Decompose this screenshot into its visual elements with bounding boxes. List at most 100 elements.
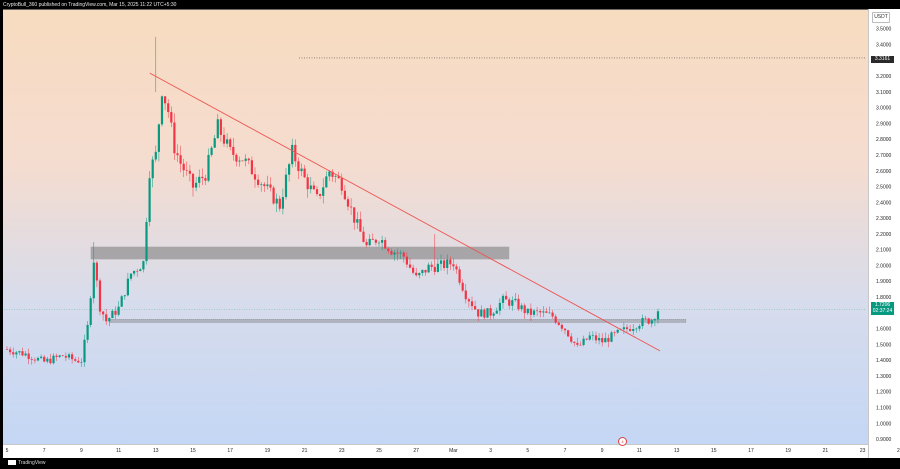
event-marker-icon[interactable]: 4 xyxy=(618,437,627,446)
candle-body xyxy=(486,308,489,318)
candle-body xyxy=(312,185,315,190)
candle-body xyxy=(337,176,340,179)
time-tick-label: 25 xyxy=(897,448,900,454)
candle-body xyxy=(266,184,269,187)
candle-body xyxy=(656,311,660,320)
candle-body xyxy=(399,252,402,254)
candle-body xyxy=(607,338,610,342)
candle-body xyxy=(498,302,501,311)
candle-body xyxy=(170,112,173,123)
candle-body xyxy=(67,354,71,358)
candle-body xyxy=(226,139,229,144)
candle-body xyxy=(576,342,579,345)
candle-body xyxy=(343,190,346,200)
candle-body xyxy=(176,153,179,156)
candle-body xyxy=(61,355,64,357)
current-price-tag: 1.7206 02:37:24 xyxy=(871,302,894,315)
candle-body xyxy=(579,344,582,346)
candle-body xyxy=(598,338,601,341)
candle-body xyxy=(253,174,257,180)
candle-body xyxy=(105,314,108,322)
time-axis[interactable] xyxy=(3,444,868,459)
candle-body xyxy=(368,238,371,246)
candle-body xyxy=(185,170,188,171)
candle-body xyxy=(563,328,567,331)
candle-body xyxy=(328,171,331,177)
time-tick-label: 13 xyxy=(153,448,159,454)
price-axis[interactable] xyxy=(868,9,900,458)
time-tick-label: 21 xyxy=(823,448,829,454)
candle-body xyxy=(523,305,526,314)
candle-body xyxy=(455,266,458,270)
candle-body xyxy=(167,103,170,113)
candle-body xyxy=(647,318,650,324)
candle-body xyxy=(284,174,288,198)
candle-body xyxy=(641,317,644,327)
candle-body xyxy=(213,138,216,148)
candle-body xyxy=(80,362,83,363)
candle-body xyxy=(12,352,15,355)
time-tick-label: 7 xyxy=(43,448,46,454)
candle-body xyxy=(232,146,235,155)
candle-body xyxy=(371,238,374,240)
candle-body xyxy=(421,269,424,274)
candle-body xyxy=(529,308,532,315)
candle-body xyxy=(74,359,77,361)
candle-body xyxy=(489,308,492,316)
candle-body xyxy=(483,309,486,318)
candle-body xyxy=(653,319,656,321)
time-tick-label: 3 xyxy=(489,448,492,454)
candle-body xyxy=(446,259,449,268)
time-tick-label: 9 xyxy=(601,448,604,454)
price-tick-label: 3.4000 xyxy=(876,43,892,49)
candle-body xyxy=(173,122,176,154)
candle-body xyxy=(117,306,120,315)
price-tick-label: 3.2000 xyxy=(876,74,892,80)
candle-body xyxy=(573,341,576,343)
candle-body xyxy=(334,176,337,177)
time-tick-label: 15 xyxy=(711,448,717,454)
candle-body xyxy=(306,177,309,190)
currency-unit-button[interactable]: USDT xyxy=(872,12,890,23)
candle-body xyxy=(33,359,36,361)
time-tick-label: 9 xyxy=(80,448,83,454)
candle-body xyxy=(235,154,238,162)
candle-body xyxy=(24,353,27,356)
candle-body xyxy=(458,269,461,283)
candle-body xyxy=(30,359,33,360)
candle-body xyxy=(514,298,517,301)
candle-body xyxy=(278,198,281,209)
candle-body xyxy=(629,329,632,331)
candle-body xyxy=(480,309,483,317)
candle-body xyxy=(222,134,226,144)
candle-body xyxy=(464,290,467,300)
candle-body xyxy=(241,160,244,162)
candle-body xyxy=(43,356,46,362)
candle-body xyxy=(396,252,399,254)
candle-body xyxy=(275,198,278,204)
price-tick-label: 2.4000 xyxy=(876,200,892,206)
candle-body xyxy=(467,299,470,302)
candle-body xyxy=(542,311,545,313)
candle-body xyxy=(179,155,182,164)
candle-body xyxy=(322,187,325,196)
candle-body xyxy=(244,158,247,161)
price-tick-label: 1.2000 xyxy=(876,390,892,396)
candle-body xyxy=(350,206,353,208)
footer: TradingView xyxy=(0,458,900,469)
candle-body xyxy=(520,305,523,310)
price-tick-label: 2.0000 xyxy=(876,263,892,269)
candle-body xyxy=(415,272,418,276)
time-tick-label: 7 xyxy=(564,448,567,454)
candle-body xyxy=(21,351,24,356)
tradingview-logo: TradingView xyxy=(8,459,46,468)
candle-body xyxy=(424,269,427,273)
candle-body xyxy=(15,352,18,355)
price-tick-label: 1.1000 xyxy=(876,406,892,412)
candle-body xyxy=(210,147,213,155)
candle-body xyxy=(123,295,126,297)
candle-body xyxy=(64,356,67,358)
candle-body xyxy=(474,306,477,310)
candle-body xyxy=(9,349,12,353)
